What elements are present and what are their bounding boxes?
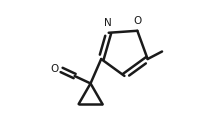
- Text: O: O: [134, 16, 142, 26]
- Text: O: O: [50, 64, 58, 74]
- Text: N: N: [104, 18, 112, 28]
